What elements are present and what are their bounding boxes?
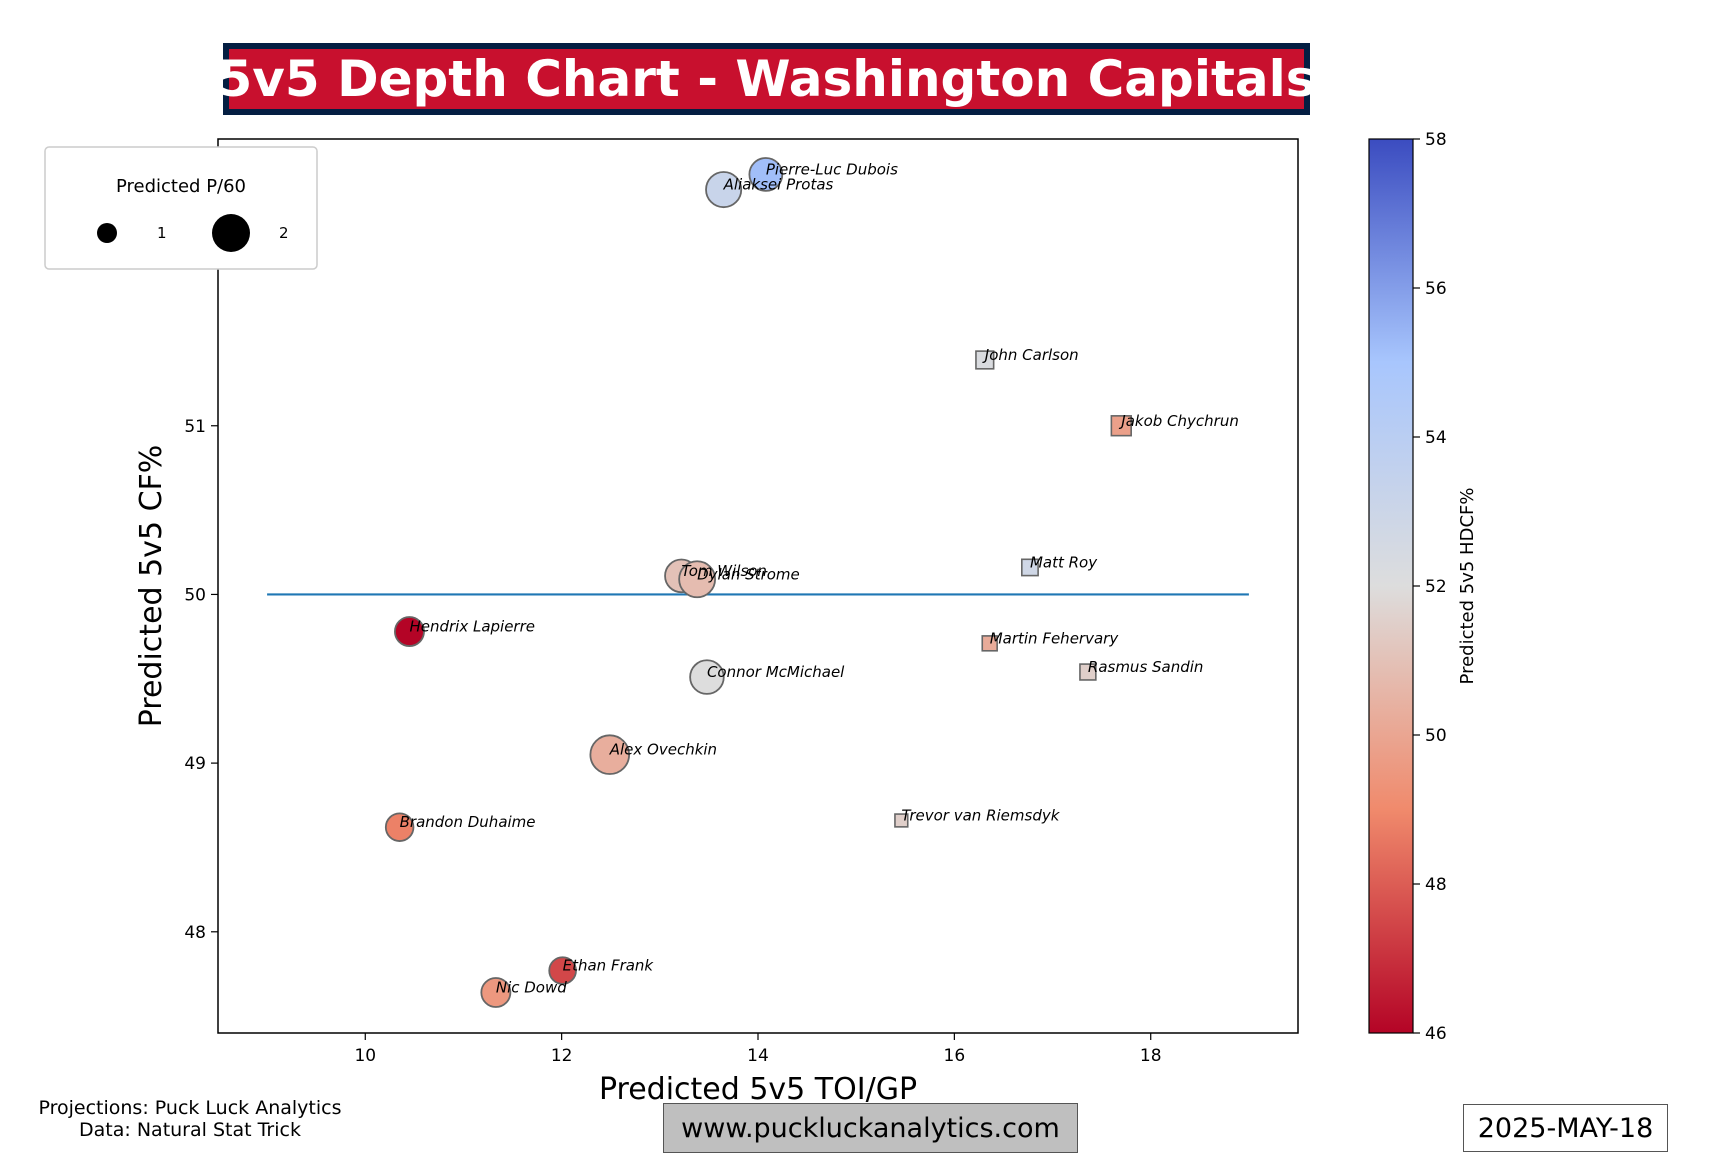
x-tick-label: 10 bbox=[354, 1046, 376, 1066]
point-nic-dowd bbox=[480, 977, 512, 1008]
point-brandon-duhaime bbox=[384, 812, 415, 842]
point-matt-roy bbox=[1021, 558, 1039, 577]
point-connor-mcmichael bbox=[689, 659, 725, 695]
point-label-nic-dowd: Nic Dowd bbox=[496, 979, 567, 997]
x-axis-label: Predicted 5v5 TOI/GP bbox=[599, 1072, 917, 1107]
point-jakob-chychrun bbox=[1110, 415, 1132, 437]
size-legend-marker-small bbox=[97, 223, 117, 243]
size-legend-marker-large bbox=[212, 214, 250, 252]
point-label-brandon-duhaime: Brandon Duhaime bbox=[400, 813, 536, 831]
point-ethan-frank bbox=[548, 956, 577, 985]
point-label-jakob-chychrun: Jakob Chychrun bbox=[1118, 412, 1239, 430]
point-pierre-luc-dubois bbox=[748, 157, 784, 192]
credits-projections: Projections: Puck Luck Analytics bbox=[38, 1097, 342, 1119]
point-label-tom-wilson: Tom Wilson bbox=[681, 562, 767, 580]
credits: Projections: Puck Luck Analytics Data: N… bbox=[0, 1097, 380, 1141]
plot-area bbox=[217, 138, 1299, 1034]
point-label-pierre-luc-dubois: Pierre-Luc Dubois bbox=[766, 160, 898, 178]
point-label-connor-mcmichael: Connor McMichael bbox=[707, 663, 845, 681]
colorbar: 46 48 50 52 54 56 58 Predicted 5v5 HDCF% bbox=[1368, 130, 1478, 1044]
point-label-aliaksei-protas: Aliaksei Protas bbox=[723, 176, 834, 194]
point-alex-ovechkin bbox=[589, 734, 630, 775]
size-legend: Predicted P/60 1 2 bbox=[44, 146, 318, 270]
point-dylan-strome bbox=[678, 560, 716, 599]
point-aliaksei-protas bbox=[705, 171, 743, 209]
point-martin-fehervary bbox=[981, 635, 998, 652]
x-tick-label: 14 bbox=[747, 1046, 769, 1066]
x-tick-label: 16 bbox=[944, 1046, 966, 1066]
point-john-carlson bbox=[975, 350, 995, 370]
point-label-martin-fehervary: Martin Fehervary bbox=[990, 629, 1120, 647]
colorbar-tick-label: 46 bbox=[1425, 1024, 1447, 1044]
colorbar-tick-label: 48 bbox=[1425, 875, 1447, 895]
size-legend-frame bbox=[44, 146, 318, 270]
point-label-trevor-van-riemsdyk: Trevor van Riemsdyk bbox=[901, 806, 1060, 824]
colorbar-tick-label: 56 bbox=[1425, 279, 1447, 299]
y-tick-label: 48 bbox=[184, 923, 206, 943]
colorbar-tick-label: 54 bbox=[1425, 428, 1447, 448]
colorbar-tick-label: 58 bbox=[1425, 130, 1447, 150]
point-label-john-carlson: John Carlson bbox=[982, 346, 1079, 364]
point-hendrix-lapierre bbox=[394, 616, 425, 647]
size-legend-title: Predicted P/60 bbox=[116, 176, 246, 197]
size-legend-label-small: 1 bbox=[157, 224, 167, 242]
y-tick-label: 51 bbox=[184, 417, 206, 437]
point-label-ethan-frank: Ethan Frank bbox=[563, 957, 655, 975]
point-label-alex-ovechkin: Alex Ovechkin bbox=[609, 741, 717, 759]
colorbar-tick-label: 50 bbox=[1425, 726, 1447, 746]
point-label-matt-roy: Matt Roy bbox=[1030, 553, 1098, 571]
size-legend-label-large: 2 bbox=[279, 224, 289, 242]
x-tick-label: 18 bbox=[1140, 1046, 1162, 1066]
y-axis-label: Predicted 5v5 CF% bbox=[134, 445, 169, 728]
date-badge: 2025-MAY-18 bbox=[1463, 1104, 1668, 1152]
point-label-dylan-strome: Dylan Strome bbox=[697, 565, 800, 583]
x-tick-label: 12 bbox=[551, 1046, 573, 1066]
point-rasmus-sandin bbox=[1079, 663, 1097, 681]
y-tick-label: 50 bbox=[184, 585, 206, 605]
point-trevor-van-riemsdyk bbox=[894, 813, 909, 828]
colorbar-gradient bbox=[1368, 138, 1414, 1034]
point-label-hendrix-lapierre: Hendrix Lapierre bbox=[409, 618, 535, 636]
colorbar-tick-label: 52 bbox=[1425, 577, 1447, 597]
colorbar-label: Predicted 5v5 HDCF% bbox=[1457, 488, 1478, 685]
credits-data-source: Data: Natural Stat Trick bbox=[79, 1119, 301, 1141]
website-url: www.puckluckanalytics.com bbox=[663, 1103, 1078, 1153]
point-label-rasmus-sandin: Rasmus Sandin bbox=[1088, 658, 1204, 676]
chart-title: 5v5 Depth Chart - Washington Capitals bbox=[218, 43, 1316, 115]
y-tick-label: 49 bbox=[184, 754, 206, 774]
